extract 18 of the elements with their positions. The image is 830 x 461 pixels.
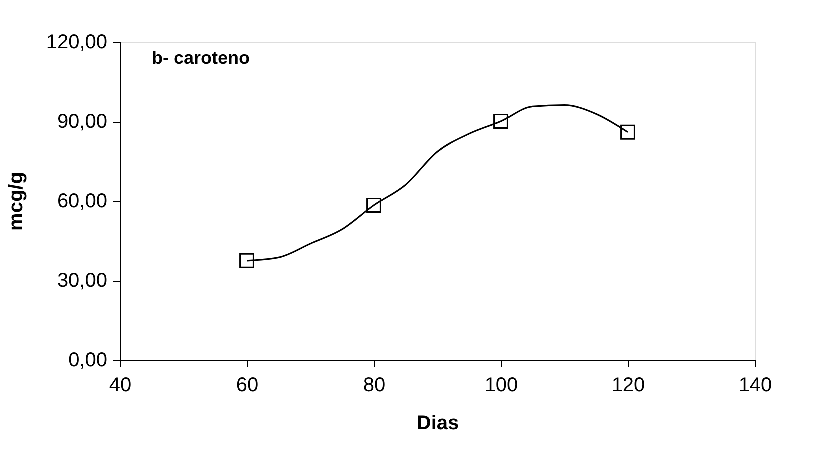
y-axis-title: mcg/g xyxy=(5,172,28,231)
y-tick-label: 0,00 xyxy=(68,350,108,372)
x-tick-label: 120 xyxy=(612,374,646,396)
point xyxy=(494,114,508,129)
y-tick-label: 120,00 xyxy=(46,32,108,54)
y-tick-label: 60,00 xyxy=(57,190,108,212)
point xyxy=(366,198,382,213)
x-tick-label: 140 xyxy=(738,374,772,396)
x-tick-label: 100 xyxy=(484,374,518,396)
x-tick-label: 60 xyxy=(236,374,259,396)
point xyxy=(620,124,636,140)
x-tick-label: 40 xyxy=(109,374,132,396)
annotation: b- caroteno xyxy=(152,48,250,68)
y-tick-label: 90,00 xyxy=(57,111,108,133)
point xyxy=(240,253,254,268)
x-axis-title: Dias xyxy=(416,412,460,434)
x-tick-label: 80 xyxy=(363,374,386,396)
y-tick-label: 30,00 xyxy=(57,270,108,292)
